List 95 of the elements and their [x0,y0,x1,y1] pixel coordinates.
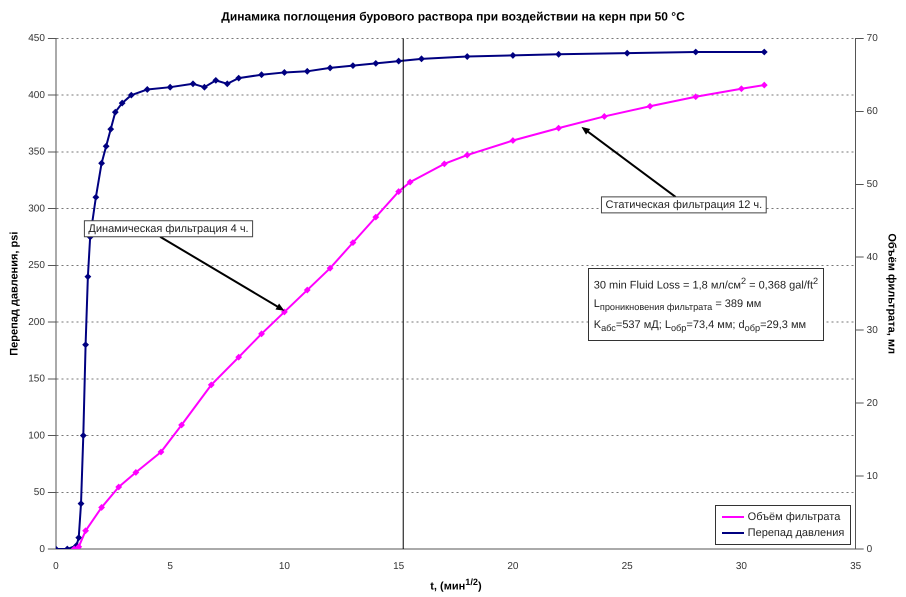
annotation: Статическая фильтрация 12 ч. [605,198,762,211]
point [761,82,768,88]
point [98,504,105,510]
point [281,69,288,76]
point [464,54,470,60]
point [350,62,356,69]
annotation: 30 min Fluid Loss = 1,8 мл/см$^{2}$ = 0,368 gal/ft$^{2}$ [594,275,818,294]
point [144,86,150,92]
x-tick-label: 30 [736,560,748,572]
point [76,544,82,549]
point [372,214,379,220]
point [190,80,196,87]
point [236,354,242,360]
y2-tick-label: 10 [866,470,878,482]
point [92,194,99,200]
x-tick-label: 20 [507,560,519,572]
point [304,287,310,294]
point [441,160,448,167]
y2-tick-label: 0 [866,544,873,555]
point [212,77,219,84]
y2-tick-label: 20 [866,398,878,409]
y-tick-label: 0 [39,544,46,555]
x-axis-title: t, (мин$^{1/2}$) [430,577,482,593]
x-tick-label: 35 [850,560,862,572]
x-tick-label: 15 [393,560,405,572]
annotation: Динамическая фильтрация 4 ч. [88,222,249,235]
y-tick-label: 50 [34,487,46,498]
y2-tick-label: 30 [866,324,878,336]
point [464,152,470,158]
point [167,84,174,90]
y2-tick-label: 70 [866,33,878,44]
point [258,330,265,337]
point [78,500,84,507]
point [208,382,214,388]
point [396,58,402,64]
point [372,60,379,66]
point [98,160,105,166]
point [112,109,118,116]
point [128,92,134,98]
annotation: L$_{проникновения фильтрата}$ = 389 мм [594,296,762,314]
point [327,64,334,71]
point [510,52,516,58]
point [601,113,608,120]
point [201,84,208,90]
y-tick-label: 400 [28,90,46,101]
y2-tick-label: 60 [866,106,878,118]
point [119,100,126,106]
point [556,125,562,132]
point [224,80,230,87]
x-tick-label: 25 [622,560,634,572]
point [82,342,89,348]
point [692,94,699,100]
y-axis-title: Перепад давления, psi [8,232,21,356]
y-tick-label: 300 [28,203,46,214]
x-tick-label: 10 [278,560,290,572]
point [327,265,334,272]
point [761,49,768,56]
point [738,86,744,92]
y-tick-label: 100 [28,430,46,442]
point [103,143,110,150]
point [396,188,402,195]
y-tick-label: 450 [28,33,46,44]
point [258,72,265,78]
point [178,422,185,428]
point [158,448,164,455]
point [236,75,242,82]
y-tick-label: 200 [28,316,46,328]
point [116,484,122,490]
point [647,103,654,110]
y-tick-label: 250 [28,260,46,272]
point [132,469,139,476]
point [407,179,414,186]
annotation: K$_{абс}$=537 мД; L$_{обр}$=73,4 мм; d$_{обр}$=29,3 мм [594,318,808,336]
point [281,308,288,315]
y-tick-label: 150 [28,374,46,385]
y-tick-label: 350 [28,146,46,158]
y2-axis-title: Объём фильтрата, мл [885,233,898,354]
point [304,68,310,74]
point [84,274,91,280]
y2-tick-label: 40 [866,252,878,263]
y2-tick-label: 50 [866,179,878,190]
point [624,50,630,56]
point [418,56,425,62]
point [76,534,82,541]
point [510,138,516,144]
point [108,126,114,132]
legend-label: Объём фильтрата [748,510,840,525]
x-tick-label: 5 [167,560,174,572]
x-tick-label: 0 [53,560,60,572]
legend-label: Перепад давления [748,526,844,541]
chart-title: Динамика поглощения бурового раствора при воздействии на керн при 50 °С [221,10,686,24]
point [82,528,89,534]
point [80,432,86,439]
point [556,51,562,58]
point [350,240,356,246]
